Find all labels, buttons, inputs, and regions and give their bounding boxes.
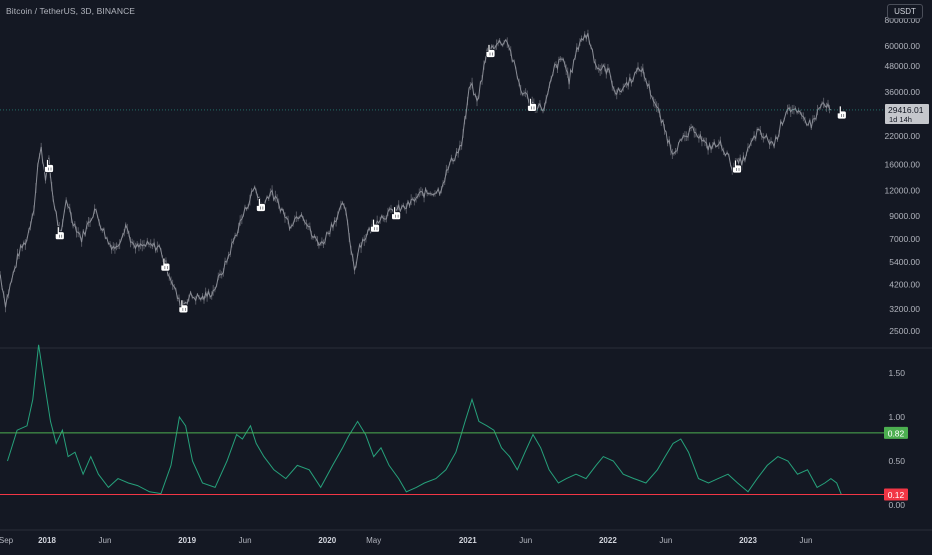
time-axis-tick: Jun <box>659 536 672 545</box>
price-axis-tick: 80000.00 <box>885 15 921 25</box>
time-axis-tick: Jun <box>239 536 252 545</box>
price-axis-tick: 7000.00 <box>889 234 920 244</box>
time-axis-tick: 2019 <box>178 536 196 545</box>
hand-pointer-icon <box>732 159 742 174</box>
oscillator-axis-tick: 1.00 <box>888 412 905 422</box>
hand-pointer-icon <box>44 159 54 173</box>
time-axis-tick: 2023 <box>739 536 757 545</box>
hand-pointer-icon <box>160 257 171 272</box>
price-axis-tick: 16000.00 <box>885 160 921 170</box>
current-price-label: 29416.01 <box>888 105 924 115</box>
time-axis-tick: 2018 <box>38 536 56 545</box>
price-axis-tick: 2500.00 <box>889 326 920 336</box>
hand-pointer-icon <box>391 206 402 221</box>
price-axis-tick: 3200.00 <box>889 304 920 314</box>
hand-pointer-icon <box>836 105 847 120</box>
hand-pointer-icon <box>527 98 537 112</box>
price-series-line <box>0 33 832 311</box>
price-axis-tick: 36000.00 <box>885 87 921 97</box>
level-label-bg-1 <box>884 488 908 501</box>
time-axis-tick: Jun <box>800 536 813 545</box>
hand-pointer-icon <box>370 218 380 233</box>
candle-countdown-label: 1d 14h <box>889 115 912 124</box>
price-axis-tick: 5400.00 <box>889 257 920 267</box>
price-axis-tick: 48000.00 <box>885 61 921 71</box>
time-axis-tick: 2020 <box>318 536 336 545</box>
oscillator-axis-tick: 1.50 <box>888 368 905 378</box>
oscillator-series-line <box>7 344 842 495</box>
price-axis-tick: 60000.00 <box>885 41 921 51</box>
hand-pointer-icon <box>255 198 266 212</box>
time-axis-tick: May <box>366 536 381 545</box>
price-axis-tick: 12000.00 <box>885 185 921 195</box>
hand-pointer-icon <box>54 226 65 241</box>
level-label-0: 0.82 <box>888 428 905 438</box>
oscillator-axis-tick: 0.50 <box>888 456 905 466</box>
currency-button[interactable]: USDT <box>887 4 923 19</box>
time-axis-tick: 2021 <box>459 536 477 545</box>
price-axis-tick: 22000.00 <box>885 131 921 141</box>
level-label-bg-0 <box>884 426 908 439</box>
time-axis-tick: Jun <box>99 536 112 545</box>
time-axis-tick: Sep <box>0 536 14 545</box>
oscillator-axis-tick: 0.00 <box>888 500 905 510</box>
hand-pointer-icon <box>178 299 189 314</box>
time-axis-tick: 2022 <box>599 536 617 545</box>
level-label-1: 0.12 <box>888 490 905 500</box>
time-axis-tick: Jun <box>519 536 532 545</box>
price-axis-tick: 4200.00 <box>889 280 920 290</box>
hand-pointer-icon <box>485 44 496 58</box>
symbol-title: Bitcoin / TetherUS, 3D, BINANCE <box>6 6 136 16</box>
current-price-badge <box>885 103 929 124</box>
price-axis-tick: 9000.00 <box>889 211 920 221</box>
